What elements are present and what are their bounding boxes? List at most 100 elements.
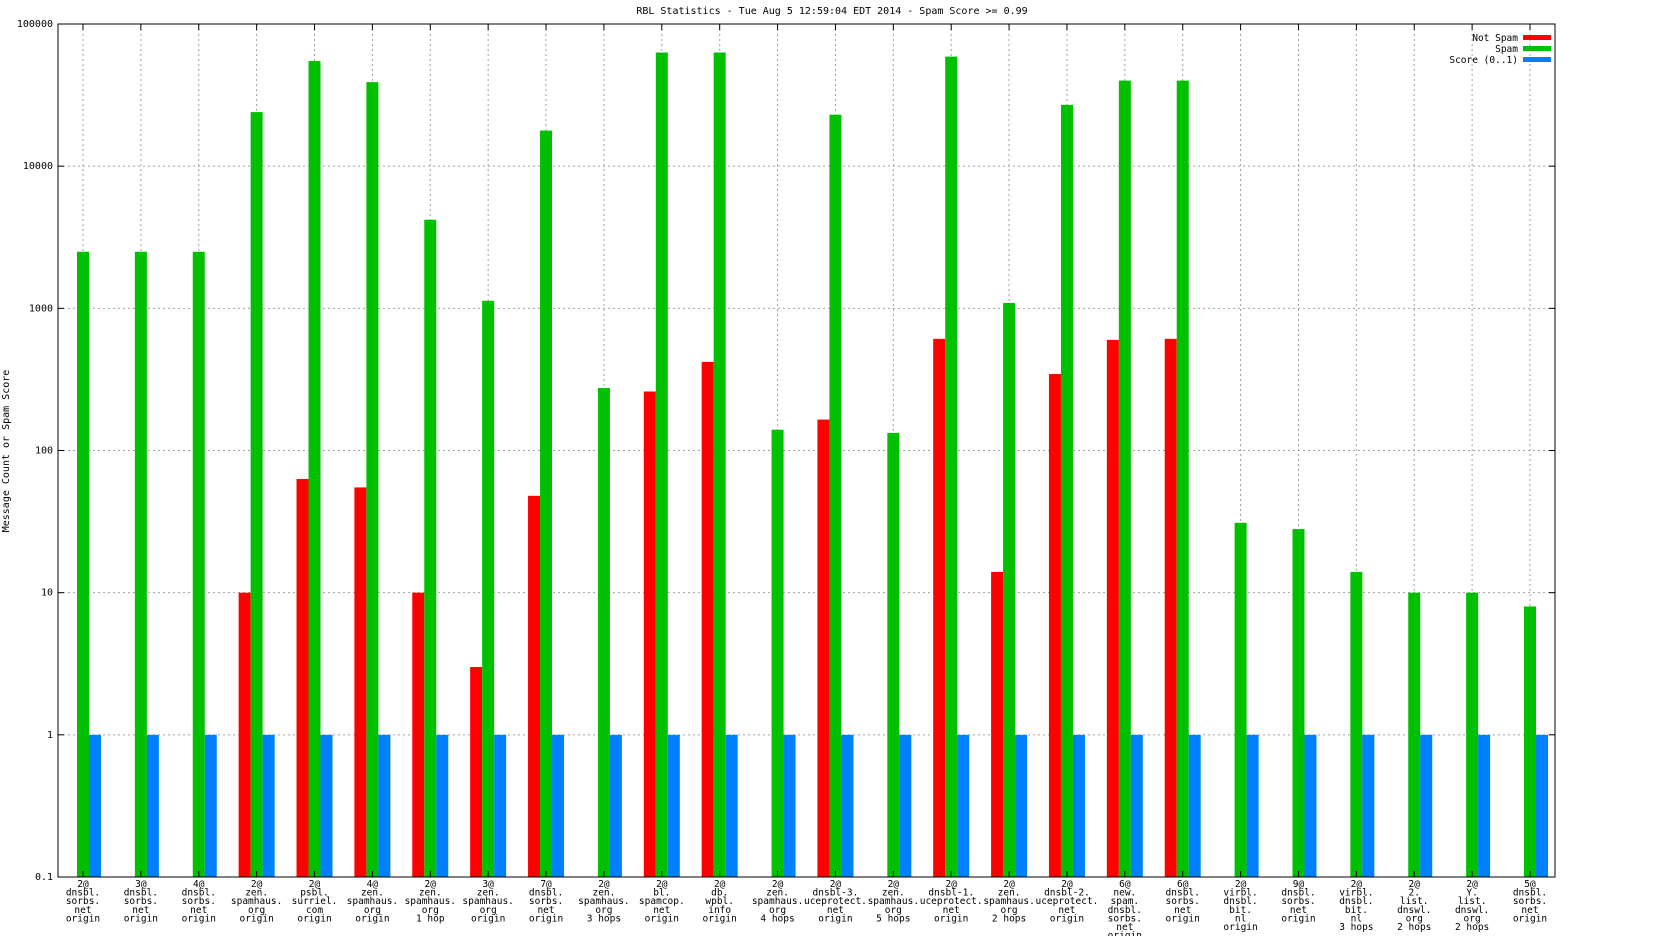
x-category-label: 2@ dnsbl-2. uceprotect. net origin xyxy=(1035,879,1098,924)
x-category-label-line: 2@ xyxy=(1061,879,1073,890)
x-category-label-line: 4 hops xyxy=(760,913,794,924)
x-category-label-line: 2@ xyxy=(1235,879,1247,890)
bar-not-spam xyxy=(933,338,946,877)
bar-score-0-1 xyxy=(841,734,854,877)
x-category-label-line: 2@ xyxy=(772,879,784,890)
x-category-label-line: nl xyxy=(1351,913,1362,924)
x-category-label-line: origin xyxy=(1223,922,1257,933)
x-category-label-line: spamhaus. xyxy=(405,896,456,907)
y-tick-label: 10000 xyxy=(23,161,53,172)
y-axis-ticks: 0.1 1 10 100 1000 10000 100000 xyxy=(17,19,1555,883)
bar-spam xyxy=(597,388,610,877)
x-category-label-line: origin xyxy=(1050,913,1084,924)
x-category-label-line: 2 hops xyxy=(1455,922,1489,933)
x-category-label: 3@ dnsbl. sorbs. net origin xyxy=(124,879,158,924)
x-category-label-line: dnsbl. xyxy=(66,888,100,899)
x-category-label: 9@ dnsbl. sorbs. net origin xyxy=(1281,879,1315,924)
x-category-label-line: dnsbl. xyxy=(124,888,158,899)
x-category-label-line: origin xyxy=(182,913,216,924)
bar-not-spam xyxy=(817,419,830,877)
x-category-label-line: origin xyxy=(297,913,331,924)
y-tick-label: 0.1 xyxy=(35,872,53,883)
y-axis-label: Message Count or Spam Score xyxy=(1,370,12,533)
bar-spam xyxy=(540,130,553,877)
bar-score-0-1 xyxy=(494,734,507,877)
x-category-label-line: dnsbl-2. xyxy=(1044,888,1090,899)
x-category-label-line: uceprotect. xyxy=(804,896,867,907)
bar-spam xyxy=(134,251,147,877)
x-category-label-line: 2@ xyxy=(945,879,957,890)
x-category-label: 2@ Y. list. dnswl. org 2 hops xyxy=(1455,879,1489,933)
x-category-label: 4@ dnsbl. sorbs. net origin xyxy=(182,879,216,924)
x-category-label: 2@ virbl. dnsbl. bit. nl 3 hops xyxy=(1339,879,1373,933)
bar-score-0-1 xyxy=(378,734,391,877)
bar-spam xyxy=(482,300,495,877)
bar-score-0-1 xyxy=(1246,734,1259,877)
bar-score-0-1 xyxy=(436,734,449,877)
x-category-label-line: new. xyxy=(1113,888,1136,899)
bar-score-0-1 xyxy=(552,734,565,877)
x-category-label-line: org xyxy=(885,905,902,916)
x-category-label-line: org xyxy=(769,905,786,916)
x-category-label-line: net xyxy=(132,905,149,916)
x-category-label: 2@ zen. spamhaus. org 5 hops xyxy=(868,879,919,924)
x-category-label-line: net xyxy=(653,905,670,916)
x-category-label-line: 2@ xyxy=(1466,879,1478,890)
bar-not-spam xyxy=(238,592,251,877)
grid-lines xyxy=(58,24,1555,877)
x-category-label-line: org xyxy=(1000,905,1017,916)
bar-score-0-1 xyxy=(783,734,796,877)
x-category-label-line: nl xyxy=(1235,913,1246,924)
x-category-label-line: dnsbl. xyxy=(529,888,563,899)
bar-not-spam xyxy=(1164,338,1177,877)
x-category-label-line: origin xyxy=(703,913,737,924)
bar-score-0-1 xyxy=(667,734,680,877)
bar-score-0-1 xyxy=(262,734,275,877)
x-category-label: 5@ dnsbl. sorbs. net origin xyxy=(1513,879,1547,924)
bars xyxy=(77,52,1548,878)
x-category-label-line: org xyxy=(248,905,265,916)
x-category-label-line: origin xyxy=(529,913,563,924)
bar-not-spam xyxy=(470,667,483,877)
x-category-label-line: 3@ xyxy=(482,879,494,890)
x-category-label-line: 3 hops xyxy=(587,913,621,924)
bar-spam xyxy=(424,219,437,878)
x-category-label-line: zen. xyxy=(477,888,500,899)
x-category-label-line: 2@ xyxy=(598,879,610,890)
x-category-label-line: zen. xyxy=(245,888,268,899)
x-category-label: 3@ zen. spamhaus. org origin xyxy=(462,879,513,924)
bar-score-0-1 xyxy=(1536,734,1548,877)
x-category-label-line: 1 hop xyxy=(416,913,445,924)
x-category-label: 2@ zen. spamhaus. org origin xyxy=(231,879,282,924)
bar-not-spam xyxy=(296,479,309,877)
x-category-label-line: net xyxy=(943,905,960,916)
x-category-label-line: dnsbl. xyxy=(1108,905,1142,916)
x-category-label-line: 5@ xyxy=(1524,879,1536,890)
x-category-label-line: dnsbl. xyxy=(1339,896,1373,907)
x-category-label: 2@ psbl. surriel. com origin xyxy=(292,879,338,924)
bar-score-0-1 xyxy=(320,734,333,877)
bar-score-0-1 xyxy=(725,734,738,877)
x-category-label-line: org xyxy=(595,905,612,916)
chart-title: RBL Statistics - Tue Aug 5 12:59:04 EDT … xyxy=(636,6,1027,17)
x-category-label-line: net xyxy=(827,905,844,916)
x-category-label-line: bl. xyxy=(653,888,670,899)
legend-label: Spam xyxy=(1495,44,1518,55)
x-category-label-line: 6@ xyxy=(1119,879,1131,890)
x-category-label-line: origin xyxy=(818,913,852,924)
x-category-label-line: net xyxy=(74,905,91,916)
x-category-label-line: org xyxy=(1464,913,1481,924)
x-category-label: 2@ zen. spamhaus. org 4 hops xyxy=(752,879,803,924)
x-category-label-line: spamhaus. xyxy=(231,896,282,907)
bar-not-spam xyxy=(643,391,656,877)
bar-not-spam xyxy=(528,495,541,877)
bar-spam xyxy=(713,52,726,877)
x-category-label-line: bit. xyxy=(1229,905,1252,916)
bar-score-0-1 xyxy=(1072,734,1085,877)
x-category-label-line: origin xyxy=(1166,913,1200,924)
x-category-label-line: net xyxy=(190,905,207,916)
x-category-label-line: 3@ xyxy=(135,879,147,890)
x-category-label-line: 2@ xyxy=(830,879,842,890)
x-category-label-line: zen. xyxy=(361,888,384,899)
